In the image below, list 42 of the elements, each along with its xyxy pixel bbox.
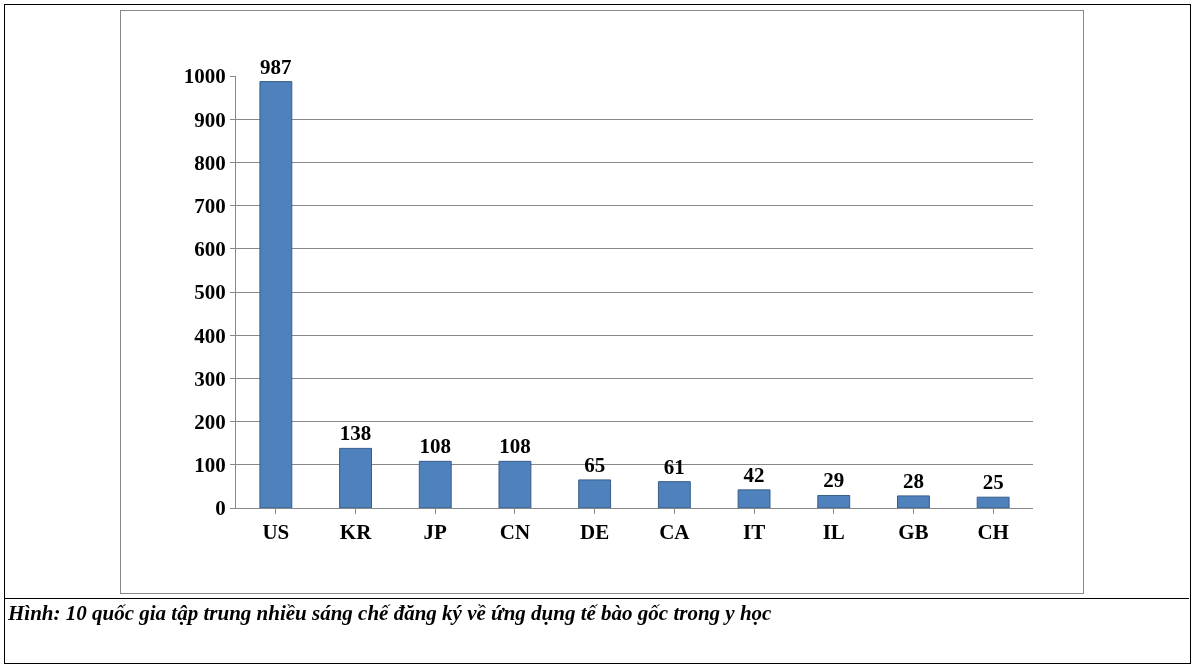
y-tick-label: 700 [194, 193, 226, 218]
y-tick-label: 300 [194, 366, 226, 391]
data-label: 138 [339, 421, 372, 446]
bar [737, 489, 771, 508]
y-tick-label: 200 [194, 409, 226, 434]
x-tick-label: IT [742, 520, 766, 545]
bar [897, 495, 930, 508]
x-tick-label: GB [898, 520, 929, 545]
x-tick-label: CN [499, 520, 531, 545]
bar [418, 460, 452, 508]
data-label: 108 [499, 434, 531, 459]
y-tick-label: 100 [194, 453, 226, 478]
data-label: 987 [260, 54, 292, 79]
y-tick-label: 900 [194, 107, 226, 132]
y-tick-label: 600 [194, 237, 226, 262]
bar [976, 496, 1010, 508]
x-tick-label: JP [423, 520, 448, 545]
y-tick-label: 800 [194, 150, 226, 175]
bar [339, 447, 372, 508]
y-tick-label: 0 [215, 496, 226, 521]
data-label: 108 [419, 434, 451, 459]
data-label: 28 [902, 468, 924, 493]
bar [498, 460, 532, 508]
bar [259, 81, 293, 508]
y-tick-label: 400 [194, 323, 226, 348]
x-tick-label: CH [977, 520, 1009, 545]
bar [817, 494, 851, 508]
data-label: 42 [743, 462, 765, 487]
data-label: 65 [584, 452, 606, 477]
x-tick-label: IL [822, 520, 845, 545]
x-tick-label: US [262, 520, 290, 545]
text: Hình: 10 quốc gia tập trung nhiều sáng chế đăng ký về ứng dụng tế bào gốc trong y học [8, 601, 773, 626]
y-tick-label: 500 [194, 280, 226, 305]
x-tick-label: DE [580, 520, 610, 545]
x-tick-label: CA [659, 520, 691, 545]
bar [578, 479, 612, 508]
y-tick-label: 1000 [183, 64, 226, 89]
x-tick-label: KR [339, 520, 373, 545]
data-label: 25 [982, 470, 1004, 495]
data-label: 29 [823, 468, 845, 493]
data-label: 61 [663, 454, 685, 479]
bar [657, 481, 691, 508]
